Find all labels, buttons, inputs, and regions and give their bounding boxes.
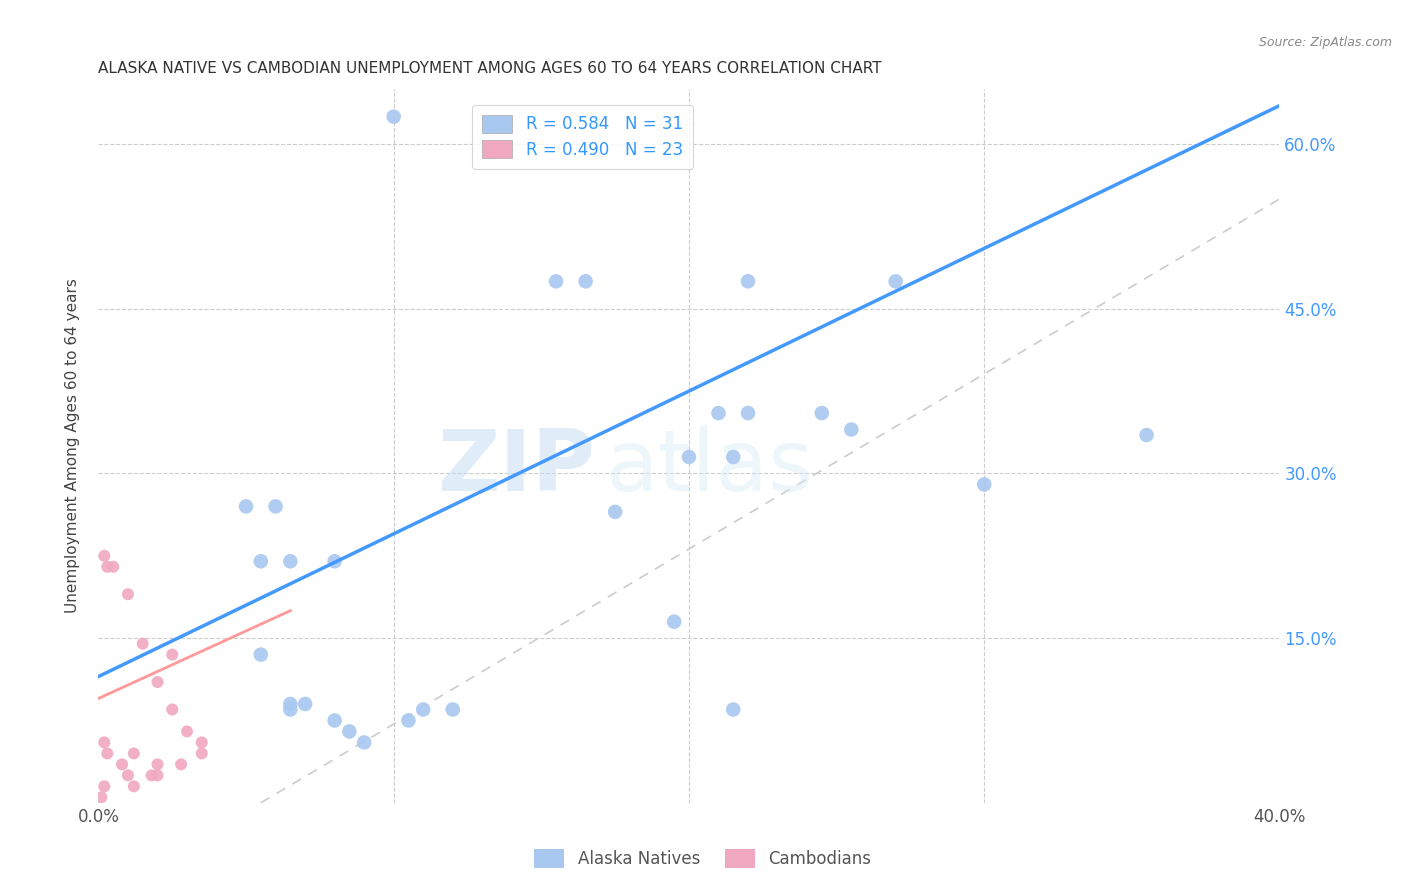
Point bbox=[323, 714, 346, 728]
Point bbox=[250, 554, 273, 568]
Point bbox=[294, 697, 316, 711]
Point bbox=[280, 554, 302, 568]
Point bbox=[323, 554, 346, 568]
Point bbox=[235, 500, 257, 514]
Point bbox=[441, 702, 464, 716]
Point bbox=[1136, 428, 1159, 442]
Point bbox=[664, 615, 686, 629]
Point bbox=[678, 450, 700, 464]
Point bbox=[841, 423, 863, 437]
Text: atlas: atlas bbox=[606, 425, 814, 509]
Point bbox=[723, 450, 745, 464]
Point bbox=[93, 549, 115, 563]
Point bbox=[723, 702, 745, 716]
Point bbox=[162, 648, 183, 662]
Point bbox=[122, 780, 145, 794]
Point bbox=[280, 702, 302, 716]
Point bbox=[737, 406, 759, 420]
Point bbox=[398, 714, 420, 728]
Point bbox=[132, 637, 155, 651]
Legend: Alaska Natives, Cambodians: Alaska Natives, Cambodians bbox=[527, 843, 879, 875]
Point bbox=[117, 768, 139, 782]
Point bbox=[412, 702, 434, 716]
Point bbox=[146, 757, 169, 772]
Point bbox=[575, 274, 598, 288]
Point bbox=[93, 780, 115, 794]
Point bbox=[382, 110, 405, 124]
Point bbox=[93, 735, 115, 749]
Point bbox=[353, 735, 375, 749]
Point bbox=[546, 274, 568, 288]
Point bbox=[96, 559, 118, 574]
Legend: R = 0.584   N = 31, R = 0.490   N = 23: R = 0.584 N = 31, R = 0.490 N = 23 bbox=[472, 104, 693, 169]
Point bbox=[117, 587, 139, 601]
Point bbox=[146, 675, 169, 690]
Y-axis label: Unemployment Among Ages 60 to 64 years: Unemployment Among Ages 60 to 64 years bbox=[65, 278, 80, 614]
Point bbox=[737, 274, 759, 288]
Point bbox=[146, 768, 169, 782]
Point bbox=[605, 505, 627, 519]
Point bbox=[280, 697, 302, 711]
Point bbox=[96, 747, 118, 761]
Point bbox=[339, 724, 361, 739]
Point bbox=[111, 757, 134, 772]
Point bbox=[103, 559, 125, 574]
Point bbox=[162, 702, 183, 716]
Point bbox=[884, 274, 907, 288]
Point bbox=[141, 768, 163, 782]
Point bbox=[810, 406, 832, 420]
Point bbox=[707, 406, 730, 420]
Point bbox=[170, 757, 193, 772]
Text: Source: ZipAtlas.com: Source: ZipAtlas.com bbox=[1258, 36, 1392, 49]
Point bbox=[191, 735, 214, 749]
Text: ZIP: ZIP bbox=[437, 425, 595, 509]
Point bbox=[90, 790, 112, 805]
Point bbox=[250, 648, 273, 662]
Point bbox=[191, 747, 214, 761]
Point bbox=[122, 747, 145, 761]
Point bbox=[264, 500, 287, 514]
Text: ALASKA NATIVE VS CAMBODIAN UNEMPLOYMENT AMONG AGES 60 TO 64 YEARS CORRELATION CH: ALASKA NATIVE VS CAMBODIAN UNEMPLOYMENT … bbox=[98, 61, 882, 76]
Point bbox=[176, 724, 198, 739]
Point bbox=[973, 477, 995, 491]
